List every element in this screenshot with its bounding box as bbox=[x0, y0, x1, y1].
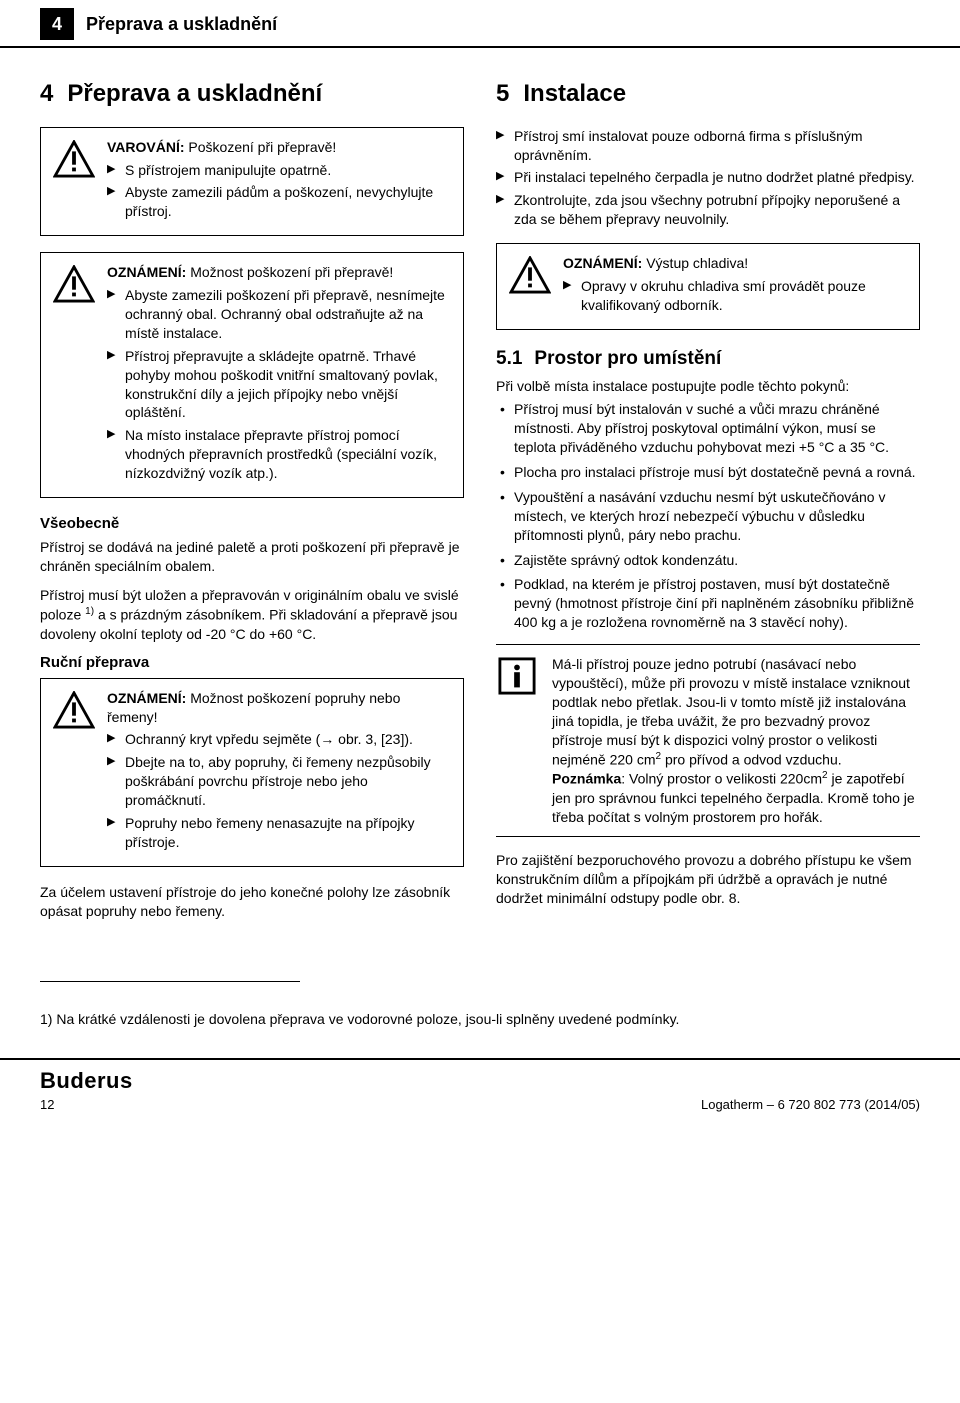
header-title: Přeprava a uskladnění bbox=[86, 12, 277, 36]
page-root: 4 Přeprava a uskladnění 4 Přeprava a uskl… bbox=[0, 0, 960, 1130]
warning-icon bbox=[509, 254, 551, 319]
page-number: 12 bbox=[40, 1096, 133, 1114]
general-heading: Všeobecně bbox=[40, 514, 464, 534]
warning-coolant-label: OZNÁMENÍ: bbox=[563, 255, 642, 271]
warning-box-1: VAROVÁNÍ: Poškození při přepravě! S přís… bbox=[40, 127, 464, 237]
list-item: Vypouštění a nasávání vzduchu nesmí být … bbox=[496, 488, 920, 545]
warning-1-text: Poškození při přepravě! bbox=[188, 139, 336, 155]
text: pro přívod a odvod vzduchu. bbox=[661, 751, 842, 767]
warning-2-body: OZNÁMENÍ: Možnost poškození při přepravě… bbox=[107, 263, 451, 487]
warning-icon bbox=[53, 263, 95, 487]
page-footer: Buderus 12 Logatherm – 6 720 802 773 (20… bbox=[0, 1058, 960, 1129]
note-label: Poznámka bbox=[552, 771, 621, 787]
info-icon bbox=[496, 655, 538, 826]
warning-1-body: VAROVÁNÍ: Poškození při přepravě! S přís… bbox=[107, 138, 451, 226]
warning-box-3: OZNÁMENÍ: Možnost poškození popruhy nebo… bbox=[40, 678, 464, 867]
brand-logo: Buderus bbox=[40, 1066, 133, 1096]
warning-box-coolant: OZNÁMENÍ: Výstup chladiva! Opravy v okru… bbox=[496, 243, 920, 330]
closing-para: Pro zajištění bezporuchového provozu a d… bbox=[496, 851, 920, 908]
list-item: Zkontrolujte, zda jsou všechny potrubní … bbox=[496, 191, 920, 229]
text: : Volný prostor o velikosti 220cm bbox=[621, 771, 822, 787]
warning-coolant-body: OZNÁMENÍ: Výstup chladiva! Opravy v okru… bbox=[563, 254, 907, 319]
section-4-heading: 4 Přeprava a uskladnění bbox=[40, 78, 464, 110]
manual-transport-heading: Ruční přeprava bbox=[40, 653, 464, 673]
warning-3-list: Ochranný kryt vpředu sejměte (→ obr. 3, … bbox=[107, 730, 451, 851]
warning-box-2: OZNÁMENÍ: Možnost poškození při přepravě… bbox=[40, 252, 464, 498]
list-item: Přístroj smí instalovat pouze odborná fi… bbox=[496, 127, 920, 165]
warning-2-label: OZNÁMENÍ: bbox=[107, 264, 186, 280]
list-item: Dbejte na to, aby popruhy, či řemeny nez… bbox=[107, 753, 451, 810]
document-id: Logatherm – 6 720 802 773 (2014/05) bbox=[701, 1096, 920, 1114]
list-item: Popruhy nebo řemeny nenasazujte na přípo… bbox=[107, 814, 451, 852]
section-5-heading: 5 Instalace bbox=[496, 78, 920, 110]
footnote-area: 1) Na krátké vzdálenosti je dovolena pře… bbox=[0, 1010, 960, 1029]
warning-2-list: Abyste zamezili poškození při přepravě, … bbox=[107, 286, 451, 483]
info-body: Má-li přístroj pouze jedno potrubí (nasá… bbox=[552, 655, 920, 826]
right-column: 5 Instalace Přístroj smí instalovat pouze… bbox=[496, 72, 920, 997]
list-item: Ochranný kryt vpředu sejměte (→ obr. 3, … bbox=[107, 730, 451, 749]
placement-list: Přístroj musí být instalován v suché a v… bbox=[496, 400, 920, 632]
left-column: 4 Přeprava a uskladnění VAROVÁNÍ: Poškoze… bbox=[40, 72, 464, 997]
warning-icon bbox=[53, 689, 95, 856]
footnote-rule bbox=[40, 981, 300, 982]
list-item: Plocha pro instalaci přístroje musí být … bbox=[496, 463, 920, 482]
footnote-ref: 1) bbox=[85, 606, 94, 617]
subsection-intro: Při volbě místa instalace postupujte pod… bbox=[496, 377, 920, 396]
info-box: Má-li přístroj pouze jedno potrubí (nasá… bbox=[496, 644, 920, 837]
list-item: Abyste zamezili poškození při přepravě, … bbox=[107, 286, 451, 343]
warning-coolant-list: Opravy v okruhu chladiva smí provádět po… bbox=[563, 277, 907, 315]
running-header: 4 Přeprava a uskladnění bbox=[0, 0, 960, 48]
warning-1-label: VAROVÁNÍ: bbox=[107, 139, 185, 155]
list-item: S přístrojem manipulujte opatrně. bbox=[107, 161, 451, 180]
list-item: Zajistěte správný odtok kondenzátu. bbox=[496, 551, 920, 570]
list-item: Přístroj musí být instalován v suché a v… bbox=[496, 400, 920, 457]
warning-2-text: Možnost poškození při přepravě! bbox=[190, 264, 393, 280]
text: a s prázdným zásobníkem. Při skladování … bbox=[40, 607, 457, 642]
install-checklist: Přístroj smí instalovat pouze odborná fi… bbox=[496, 127, 920, 229]
section-5-title: Instalace bbox=[523, 80, 626, 107]
warning-icon bbox=[53, 138, 95, 226]
footnote-1: 1) Na krátké vzdálenosti je dovolena pře… bbox=[40, 1010, 920, 1029]
two-column-layout: 4 Přeprava a uskladnění VAROVÁNÍ: Poškoze… bbox=[0, 48, 960, 1009]
warning-3-body: OZNÁMENÍ: Možnost poškození popruhy nebo… bbox=[107, 689, 451, 856]
list-item: Na místo instalace přepravte přístroj po… bbox=[107, 426, 451, 483]
section-4-num: 4 bbox=[40, 80, 53, 107]
subsection-5-1-heading: 5.1 Prostor pro umístění bbox=[496, 346, 920, 372]
general-para-1: Přístroj se dodává na jediné paletě a pr… bbox=[40, 538, 464, 576]
section-4-title: Přeprava a uskladnění bbox=[67, 80, 322, 107]
list-item: Přístroj přepravujte a skládejte opatrně… bbox=[107, 347, 451, 423]
final-para: Za účelem ustavení přístroje do jeho kon… bbox=[40, 883, 464, 921]
general-para-2: Přístroj musí být uložen a přepravován v… bbox=[40, 586, 464, 643]
list-item: Abyste zamezili pádům a poškození, nevyc… bbox=[107, 183, 451, 221]
warning-1-list: S přístrojem manipulujte opatrně. Abyste… bbox=[107, 161, 451, 222]
subsection-num: 5.1 bbox=[496, 348, 522, 369]
header-badge: 4 bbox=[40, 8, 74, 40]
subsection-title: Prostor pro umístění bbox=[534, 348, 721, 369]
section-5-num: 5 bbox=[496, 80, 509, 107]
list-item: Opravy v okruhu chladiva smí provádět po… bbox=[563, 277, 907, 315]
list-item: Podklad, na kterém je přístroj postaven,… bbox=[496, 575, 920, 632]
warning-coolant-text: Výstup chladiva! bbox=[646, 255, 748, 271]
list-item: Při instalaci tepelného čerpadla je nutn… bbox=[496, 168, 920, 187]
warning-3-label: OZNÁMENÍ: bbox=[107, 690, 186, 706]
